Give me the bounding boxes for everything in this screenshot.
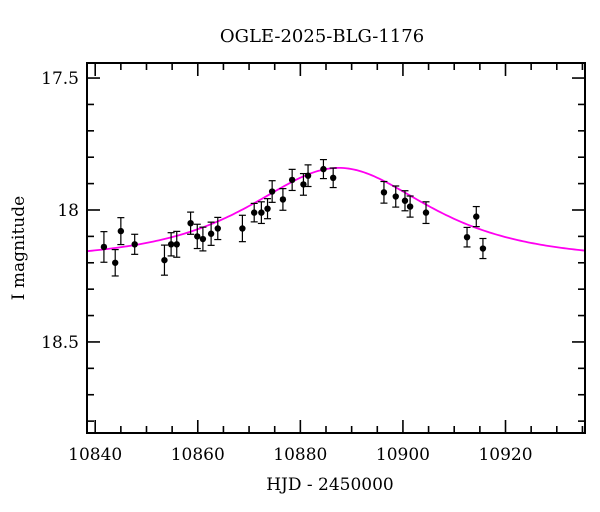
x-tick-label: 10900 (376, 445, 430, 465)
model-curve (86, 166, 585, 253)
data-point (193, 223, 201, 250)
data-point (131, 233, 139, 255)
data-point (117, 217, 125, 246)
data-point (422, 201, 430, 225)
data-point (207, 221, 215, 246)
data-point (401, 190, 409, 212)
y-axis-label: I magnitude (9, 196, 29, 300)
data-point (463, 226, 471, 248)
data-point (173, 230, 181, 258)
data-point (111, 248, 119, 277)
x-tick-label: 10880 (273, 445, 327, 465)
data-point (250, 202, 258, 223)
data-point (380, 180, 388, 204)
data-point (279, 188, 287, 211)
data-point (329, 167, 337, 189)
x-tick-label: 10860 (171, 445, 225, 465)
data-point (199, 226, 207, 252)
data-point (214, 216, 222, 241)
data-point (187, 211, 195, 235)
data-point (264, 198, 272, 220)
data-point (167, 232, 175, 257)
data-point (100, 231, 108, 263)
chart-title: OGLE-2025-BLG-1176 (220, 26, 424, 47)
data-points (100, 158, 487, 277)
data-point (392, 185, 400, 208)
data-point (406, 195, 414, 218)
y-tick-label: 17.5 (41, 69, 79, 89)
data-point (288, 168, 296, 192)
plot-frame (86, 62, 586, 434)
data-point (304, 164, 312, 188)
data-point (319, 158, 327, 180)
x-axis-label: HJD - 2450000 (266, 475, 394, 495)
data-point (238, 214, 246, 243)
data-point (472, 205, 480, 228)
data-point (160, 244, 168, 276)
data-point (268, 180, 276, 203)
axis-tick-labels: 10840 10860 10880 10900 10920 17.5 18 18.5 (41, 69, 532, 465)
data-point (257, 201, 265, 225)
axis-ticks (87, 63, 585, 433)
y-tick-label: 18.5 (41, 333, 79, 353)
x-tick-label: 10840 (68, 445, 122, 465)
data-point (479, 237, 487, 260)
x-tick-label: 10920 (478, 445, 532, 465)
y-tick-label: 18 (57, 201, 79, 221)
